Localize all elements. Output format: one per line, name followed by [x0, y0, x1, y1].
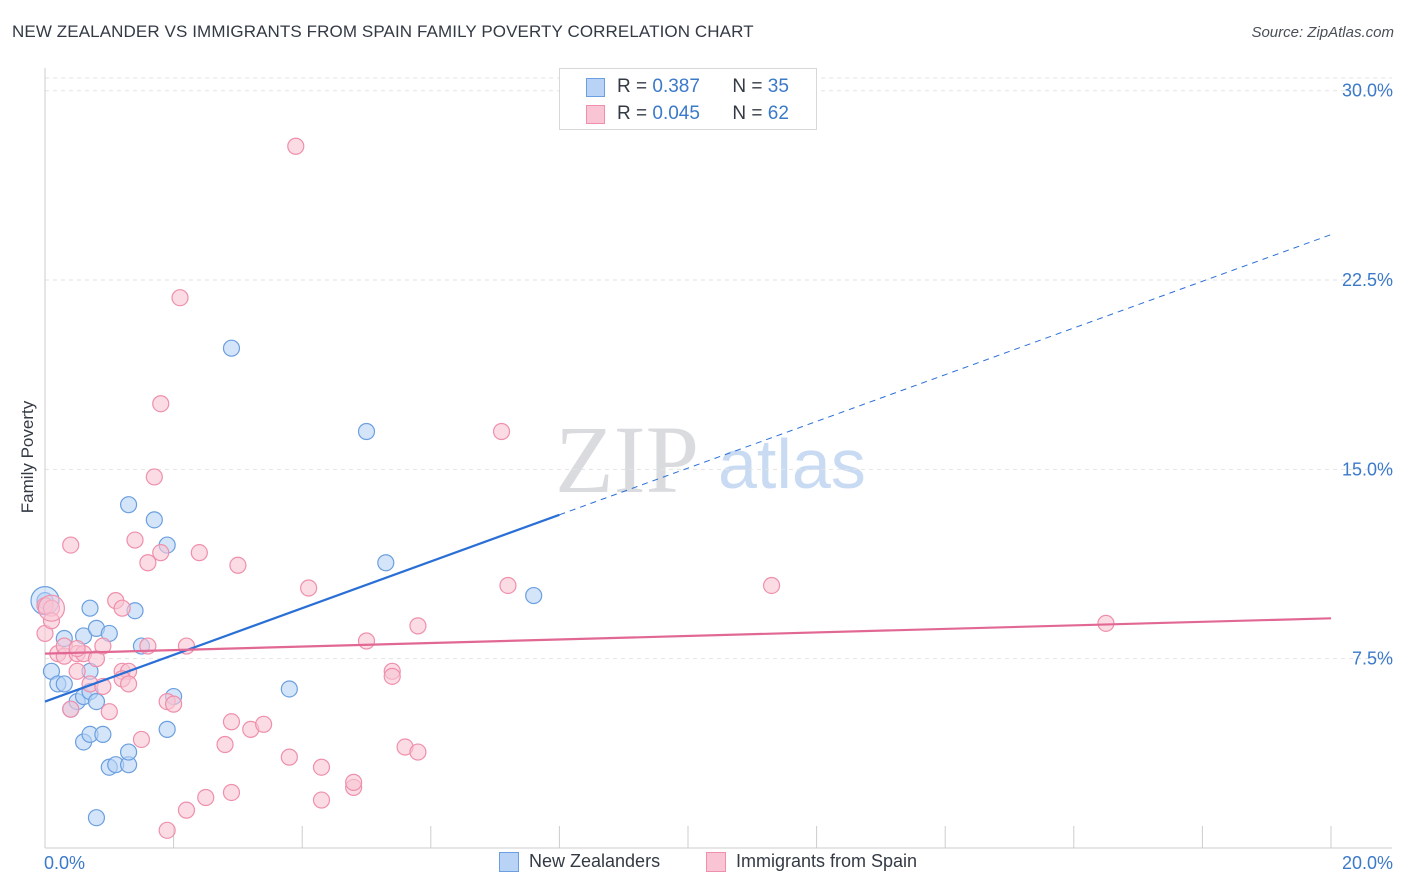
data-point: [357, 422, 376, 441]
data-point: [119, 496, 138, 514]
data-point: [62, 536, 80, 554]
series-immigrants-from-spain: [36, 137, 1115, 839]
tick-labels: 7.5% 15.0% 22.5% 30.0% 0.0% 20.0%: [44, 81, 1393, 873]
data-point: [197, 788, 215, 807]
legend-swatch-blue: [586, 77, 605, 97]
data-point: [87, 692, 106, 711]
legend-n-value: 35: [767, 76, 789, 97]
legend-r-label: R =: [617, 103, 648, 124]
data-point: [222, 783, 241, 802]
watermark-atlas: atlas: [718, 425, 866, 503]
legend-r-label: R =: [617, 76, 648, 97]
data-point: [152, 544, 170, 562]
data-point: [152, 395, 170, 413]
data-point: [171, 289, 189, 307]
data-point: [300, 579, 318, 597]
data-point: [409, 617, 427, 635]
source-label: Source: ZipAtlas.com: [1251, 24, 1394, 41]
legend-label: New Zealanders: [529, 851, 661, 871]
trend-line-extension-new-zealanders: [559, 234, 1332, 516]
stats-legend: R = 0.387 N = 35 R = 0.045 N = 62: [559, 68, 817, 130]
legend-item-immigrants-from-spain: Immigrants from Spain: [706, 851, 917, 872]
y-tick-label: 22.5%: [1342, 270, 1393, 290]
data-point: [81, 599, 99, 617]
data-point: [280, 680, 298, 698]
data-point: [68, 639, 86, 658]
data-point: [94, 637, 112, 655]
trend-lines: [44, 234, 1332, 703]
legend-row-new-zealanders: R = 0.387 N = 35: [586, 75, 789, 99]
legend-n-value: 62: [767, 103, 789, 124]
legend-r-value: 0.387: [652, 76, 700, 97]
data-point: [62, 700, 80, 718]
legend-n-label: N =: [732, 76, 763, 97]
data-point: [113, 599, 131, 617]
legend-row-immigrants-from-spain: R = 0.045 N = 62: [586, 102, 789, 126]
data-point: [119, 675, 138, 693]
data-point: [132, 730, 151, 749]
series-legend: New Zealanders Immigrants from Spain: [0, 851, 1406, 877]
legend-n-label: N =: [732, 103, 763, 124]
data-point: [409, 743, 427, 761]
legend-label: Immigrants from Spain: [736, 851, 918, 871]
data-point: [287, 137, 305, 155]
data-point: [229, 556, 247, 574]
data-point: [100, 703, 118, 721]
data-point: [126, 531, 144, 549]
watermark-zip: ZIP: [555, 406, 699, 513]
data-point: [312, 791, 331, 809]
data-point: [499, 576, 517, 595]
data-point: [158, 720, 176, 738]
legend-swatch-blue: [499, 851, 519, 872]
data-point-large: [37, 594, 66, 622]
data-point: [345, 773, 363, 791]
data-point: [87, 809, 106, 827]
data-point: [68, 662, 86, 680]
watermark: ZIP atlas: [555, 406, 866, 513]
data-point: [762, 576, 781, 595]
data-point: [492, 422, 511, 441]
chart-title: NEW ZEALANDER VS IMMIGRANTS FROM SPAIN F…: [12, 22, 754, 41]
data-point: [94, 725, 112, 744]
trend-line-immigrants-from-spain: [44, 617, 1332, 655]
legend-r-value: 0.045: [652, 103, 700, 124]
data-point: [158, 821, 176, 839]
y-tick-label: 15.0%: [1342, 459, 1393, 479]
y-tick-label: 30.0%: [1342, 81, 1393, 101]
data-point: [357, 632, 376, 650]
trend-line-new-zealanders: [44, 513, 560, 703]
data-point: [222, 339, 241, 357]
legend-swatch-pink: [706, 851, 726, 872]
legend-swatch-pink: [586, 104, 605, 124]
data-point: [165, 695, 183, 713]
data-point: [312, 758, 331, 776]
data-point: [377, 554, 395, 572]
data-point: [216, 735, 234, 754]
data-point: [119, 743, 138, 761]
data-point: [190, 544, 208, 562]
data-point: [255, 715, 273, 733]
data-point: [177, 801, 196, 819]
y-axis-label: Family Poverty: [18, 400, 37, 513]
data-point: [145, 468, 163, 486]
data-point: [383, 667, 401, 685]
legend-item-new-zealanders: New Zealanders: [499, 851, 660, 872]
data-point: [280, 748, 298, 766]
x-tick-label: 20.0%: [1342, 853, 1393, 873]
gridlines: [45, 77, 1392, 660]
y-tick-label: 7.5%: [1352, 649, 1393, 669]
data-point: [222, 713, 241, 731]
axes: [44, 68, 1392, 849]
data-point: [145, 511, 163, 529]
data-point: [55, 675, 73, 693]
data-point: [525, 586, 543, 605]
x-tick-label: 0.0%: [44, 853, 85, 873]
data-point: [139, 554, 157, 572]
